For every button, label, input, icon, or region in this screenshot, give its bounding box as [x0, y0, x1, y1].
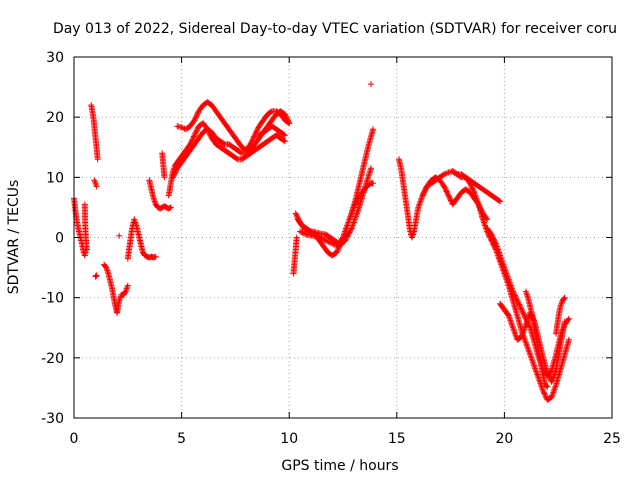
series-s5 [92, 272, 100, 280]
y-tick-label: -20 [41, 351, 64, 367]
plus-marker [92, 272, 100, 280]
plus-marker [88, 102, 101, 163]
plus-marker [124, 216, 159, 262]
series-s19 [297, 165, 374, 250]
y-tick-label: 20 [46, 110, 64, 126]
chart-title: Day 013 of 2022, Sidereal Day-to-day VTE… [53, 21, 617, 37]
plus-marker [116, 232, 123, 239]
x-tick-label: 15 [388, 431, 406, 447]
y-tick-label: 10 [46, 170, 64, 186]
plus-marker [146, 177, 174, 212]
series-s20 [368, 81, 374, 88]
series-s3 [88, 102, 101, 163]
plus-marker [159, 150, 168, 181]
x-tick-label: 20 [495, 431, 513, 447]
series-s27 [553, 294, 568, 337]
plus-marker [368, 81, 374, 88]
y-tick-label: 30 [46, 50, 64, 66]
plus-marker [290, 234, 300, 277]
plus-marker [91, 177, 100, 190]
x-axis-label: GPS time / hours [281, 458, 398, 474]
y-tick-label: -10 [41, 291, 64, 307]
series-s4 [91, 177, 100, 190]
plus-marker [522, 288, 551, 390]
series-s11 [159, 150, 168, 181]
x-tick-label: 5 [177, 431, 186, 447]
plus-marker [256, 108, 293, 139]
series-s10 [146, 177, 174, 212]
x-tick-label: 25 [603, 431, 621, 447]
series-s2 [81, 201, 90, 253]
plus-marker [297, 165, 374, 250]
axis-ticks: 0 5 10 15 20 25 30 20 10 0 -10 -20 -30 [41, 50, 621, 447]
series-s26 [522, 288, 551, 390]
series-s9 [124, 216, 159, 262]
y-tick-label: 0 [55, 231, 64, 247]
y-axis-label: SDTVAR / TECUs [6, 180, 22, 295]
series-s15 [256, 108, 293, 139]
series-s16 [290, 234, 300, 277]
plus-marker [553, 294, 568, 337]
data-points [71, 81, 572, 403]
x-tick-label: 10 [280, 431, 298, 447]
plus-marker [81, 201, 90, 253]
y-tick-label: -30 [41, 411, 64, 427]
series-s7 [114, 282, 131, 316]
series-s8 [116, 232, 123, 239]
x-tick-label: 0 [70, 431, 79, 447]
plus-marker [114, 282, 131, 316]
